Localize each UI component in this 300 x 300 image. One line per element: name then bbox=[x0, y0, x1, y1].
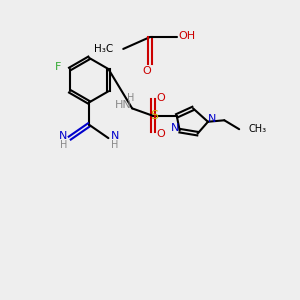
Text: O: O bbox=[156, 93, 165, 103]
Text: H₃C: H₃C bbox=[94, 44, 113, 54]
Text: H: H bbox=[127, 93, 134, 103]
Text: CH₃: CH₃ bbox=[248, 124, 266, 134]
Text: H: H bbox=[111, 140, 118, 150]
Text: O: O bbox=[156, 129, 165, 139]
Text: O: O bbox=[142, 66, 151, 76]
Text: OH: OH bbox=[178, 31, 195, 41]
Text: N: N bbox=[171, 123, 179, 133]
Text: N: N bbox=[208, 114, 217, 124]
Text: N: N bbox=[59, 131, 68, 141]
Text: H: H bbox=[59, 140, 67, 150]
Text: S: S bbox=[150, 109, 158, 122]
Text: HN: HN bbox=[115, 100, 132, 110]
Text: F: F bbox=[55, 61, 61, 72]
Text: N: N bbox=[111, 131, 119, 141]
